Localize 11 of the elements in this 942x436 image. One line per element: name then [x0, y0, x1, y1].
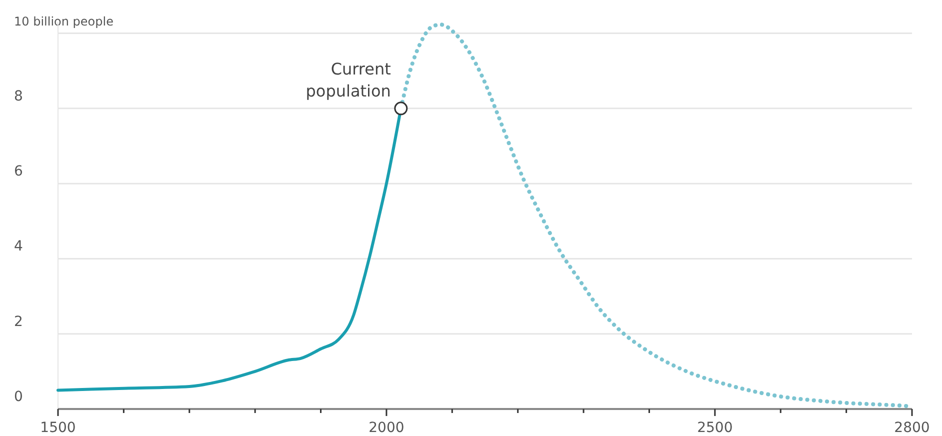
x-tick-label: 1500 — [40, 420, 76, 436]
x-tick-label: 2000 — [368, 420, 404, 436]
x-tick-label: 2500 — [697, 420, 733, 436]
y-tick-label: 10 billion people — [14, 14, 114, 28]
x-tick-label: 2800 — [894, 420, 930, 436]
annotation: Current population — [306, 59, 391, 100]
y-tick-label: 2 — [14, 314, 23, 330]
y-tick-label: 8 — [14, 88, 23, 104]
y-tick-label: 6 — [14, 164, 23, 180]
y-tick-label: 0 — [14, 389, 23, 405]
y-tick-label: 4 — [14, 238, 23, 255]
